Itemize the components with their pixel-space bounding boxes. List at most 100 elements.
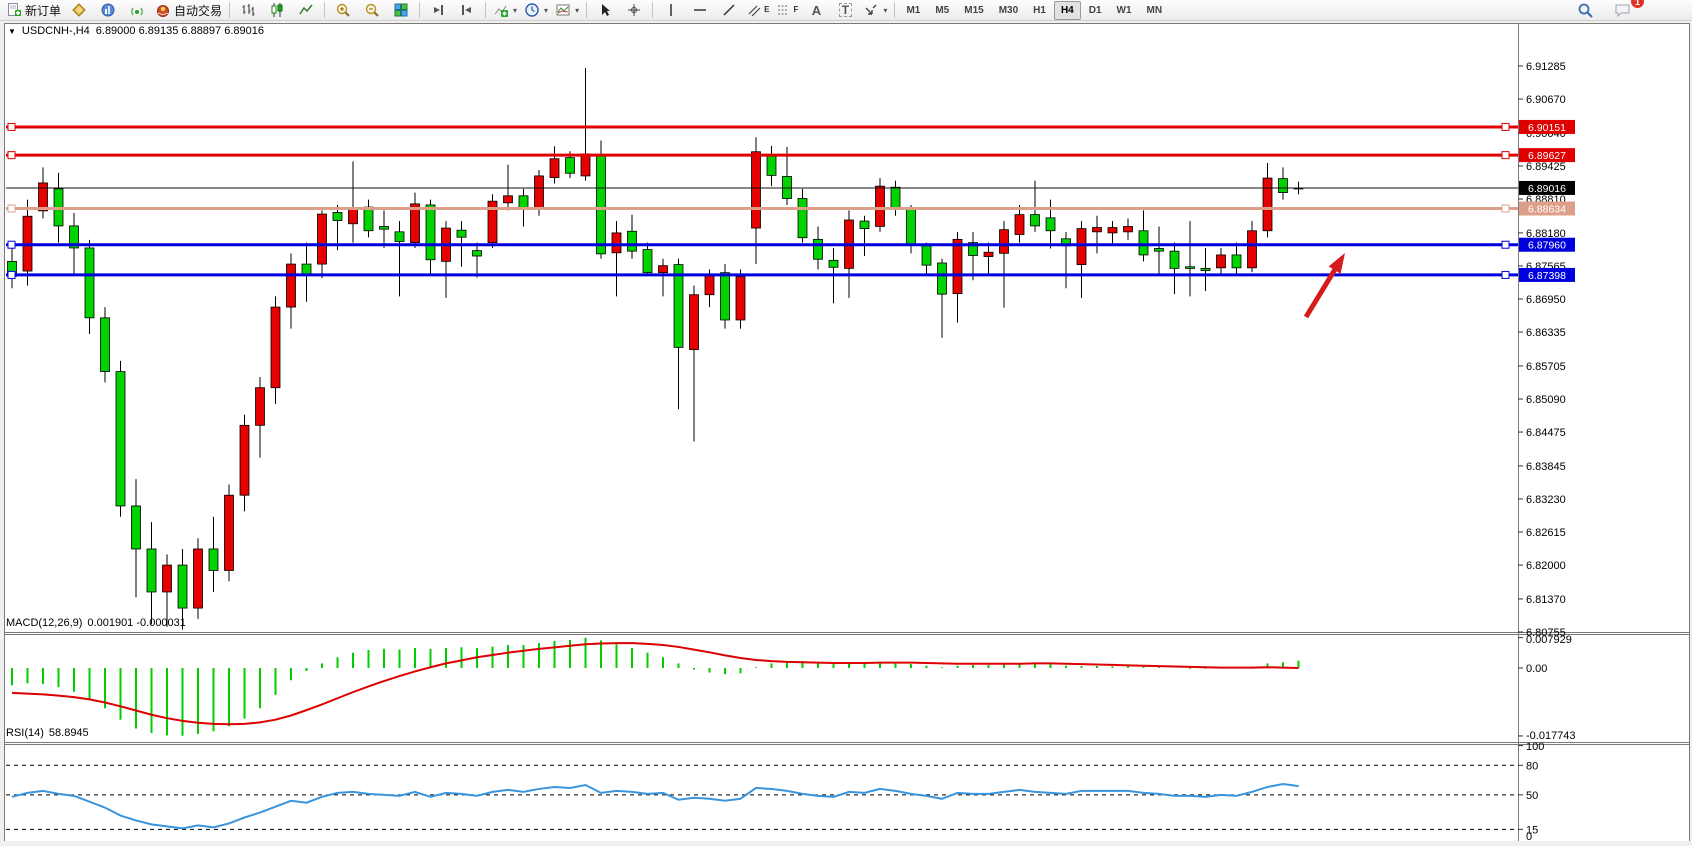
tf-button-MN[interactable]: MN [1146,4,1163,16]
candle-bear [363,206,374,232]
svg-text:-0.017743: -0.017743 [1526,730,1576,742]
svg-text:100: 100 [1526,741,1544,753]
signals-icon [131,7,143,16]
price-line-badge [1519,119,1575,134]
chevron-down-icon: ▾ [575,5,580,15]
cursor-icon [602,4,611,16]
price-tick-label: 6.90670 [1526,94,1566,106]
candle-bull [1247,230,1257,269]
svg-text:6.88634: 6.88634 [1528,203,1566,215]
toolbar-separator [419,2,421,18]
tf-button-H4[interactable]: H4 [1053,0,1081,20]
macd-values: 0.001901 -0.000031 [87,617,186,629]
candle-bear [146,548,157,593]
price-chart-canvas[interactable]: 6.912856.906706.900406.894256.888106.881… [0,21,1692,846]
candlestick-chart-button[interactable] [263,0,291,20]
chat-icon [1615,4,1630,18]
candle-bull [1262,177,1273,232]
new-chart-button[interactable] [65,0,93,20]
svg-text:50: 50 [1526,790,1538,802]
window-frame [4,23,1690,842]
vertical-line-tool-button[interactable] [657,0,685,20]
tf-button-M1[interactable]: M1 [906,4,921,16]
tf-button-M30[interactable]: M30 [998,4,1019,16]
notifications-button[interactable]: 1 [1609,0,1644,20]
candle-bull [999,229,1009,254]
bar-chart-button[interactable] [234,0,262,20]
auto-scroll-button[interactable] [453,0,481,20]
line-handle [1501,204,1510,213]
candle-bear [1200,267,1211,271]
candle-bull [1216,254,1226,269]
candle-bull [1014,214,1025,235]
tile-windows-button[interactable] [387,0,415,20]
horizontal-line-icon [694,9,707,11]
candle-bear [1278,178,1288,193]
line-handle [7,240,16,249]
chart-title: ▼ USDCNH-,H4 6.89000 6.89135 6.88897 6.8… [8,25,264,37]
line-handle [1501,122,1510,131]
crosshair-icon [628,4,641,16]
search-button[interactable] [1571,0,1599,20]
periods-button[interactable]: ▾ [521,0,551,20]
rsi-name: RSI(14) [6,727,44,739]
candle-bear [456,229,467,238]
fibonacci-tool-button[interactable]: F [773,0,801,20]
templates-button[interactable]: ▾ [552,0,582,20]
candle-bear [379,226,389,230]
candle-bull [534,175,544,209]
tf-button-M15[interactable]: M15 [964,4,984,16]
tf-button-H1[interactable]: H1 [1033,4,1046,16]
candle-bull [549,158,560,178]
cursor-tool-button[interactable] [591,0,619,20]
text-label-tool-button[interactable]: T [831,0,859,20]
vertical-line-icon [670,4,672,16]
hlines-layer[interactable] [6,119,1575,282]
candle-bear [596,154,606,255]
tf-button-D1[interactable]: D1 [1088,4,1102,16]
autotrading-button[interactable]: 自动交易 [152,0,225,20]
price-tick-label: 6.86950 [1526,294,1566,306]
candle-bull [286,263,296,308]
channel-tool-button[interactable]: E [744,0,772,20]
horizontal-line-tool-button[interactable] [686,0,714,20]
fibo-letter: F [793,5,799,14]
collapse-triangle-icon[interactable]: ▼ [8,26,16,36]
candle-bear [1154,248,1164,252]
new-order-button[interactable]: 新订单 [3,0,64,20]
tf-button-W1[interactable]: W1 [1116,4,1132,16]
svg-text:0.00: 0.00 [1526,663,1547,675]
zoom-in-button[interactable] [329,0,357,20]
candle-bull [38,182,48,212]
text-tool-button[interactable]: A [802,0,830,20]
candle-bull [487,200,498,243]
price-tick-label: 6.80755 [1526,627,1566,639]
price-line-badge [1519,201,1575,216]
crosshair-tool-button[interactable] [620,0,648,20]
candle-bull [983,251,994,257]
line-chart-button[interactable] [292,0,320,20]
candle-bear [301,263,312,276]
candle-bear [906,208,916,246]
arrows-tool-button[interactable]: ▾ [860,0,890,20]
price-tick-label: 6.82000 [1526,560,1566,572]
candle-bear [642,249,653,274]
signals-button[interactable] [123,0,151,20]
candle-bear [673,264,684,348]
tf-button-M5[interactable]: M5 [935,4,950,16]
candle-bear [425,204,436,261]
price-tick-label: 6.85090 [1526,394,1566,406]
bar-chart-icon [242,4,255,16]
svg-text:6.87398: 6.87398 [1528,270,1566,282]
auto-scroll-icon [462,5,472,15]
candle-bear [968,242,978,256]
market-watch-button[interactable] [94,0,122,20]
indicators-button[interactable]: ▾ [490,0,520,20]
candle-bear [472,250,482,257]
chart-shift-button[interactable] [424,0,452,20]
svg-text:6.89627: 6.89627 [1528,150,1566,162]
status-strip [0,841,1692,846]
trendline-tool-button[interactable] [715,0,743,20]
zoom-out-button[interactable] [358,0,386,20]
notification-badge: 1 [1631,0,1644,8]
